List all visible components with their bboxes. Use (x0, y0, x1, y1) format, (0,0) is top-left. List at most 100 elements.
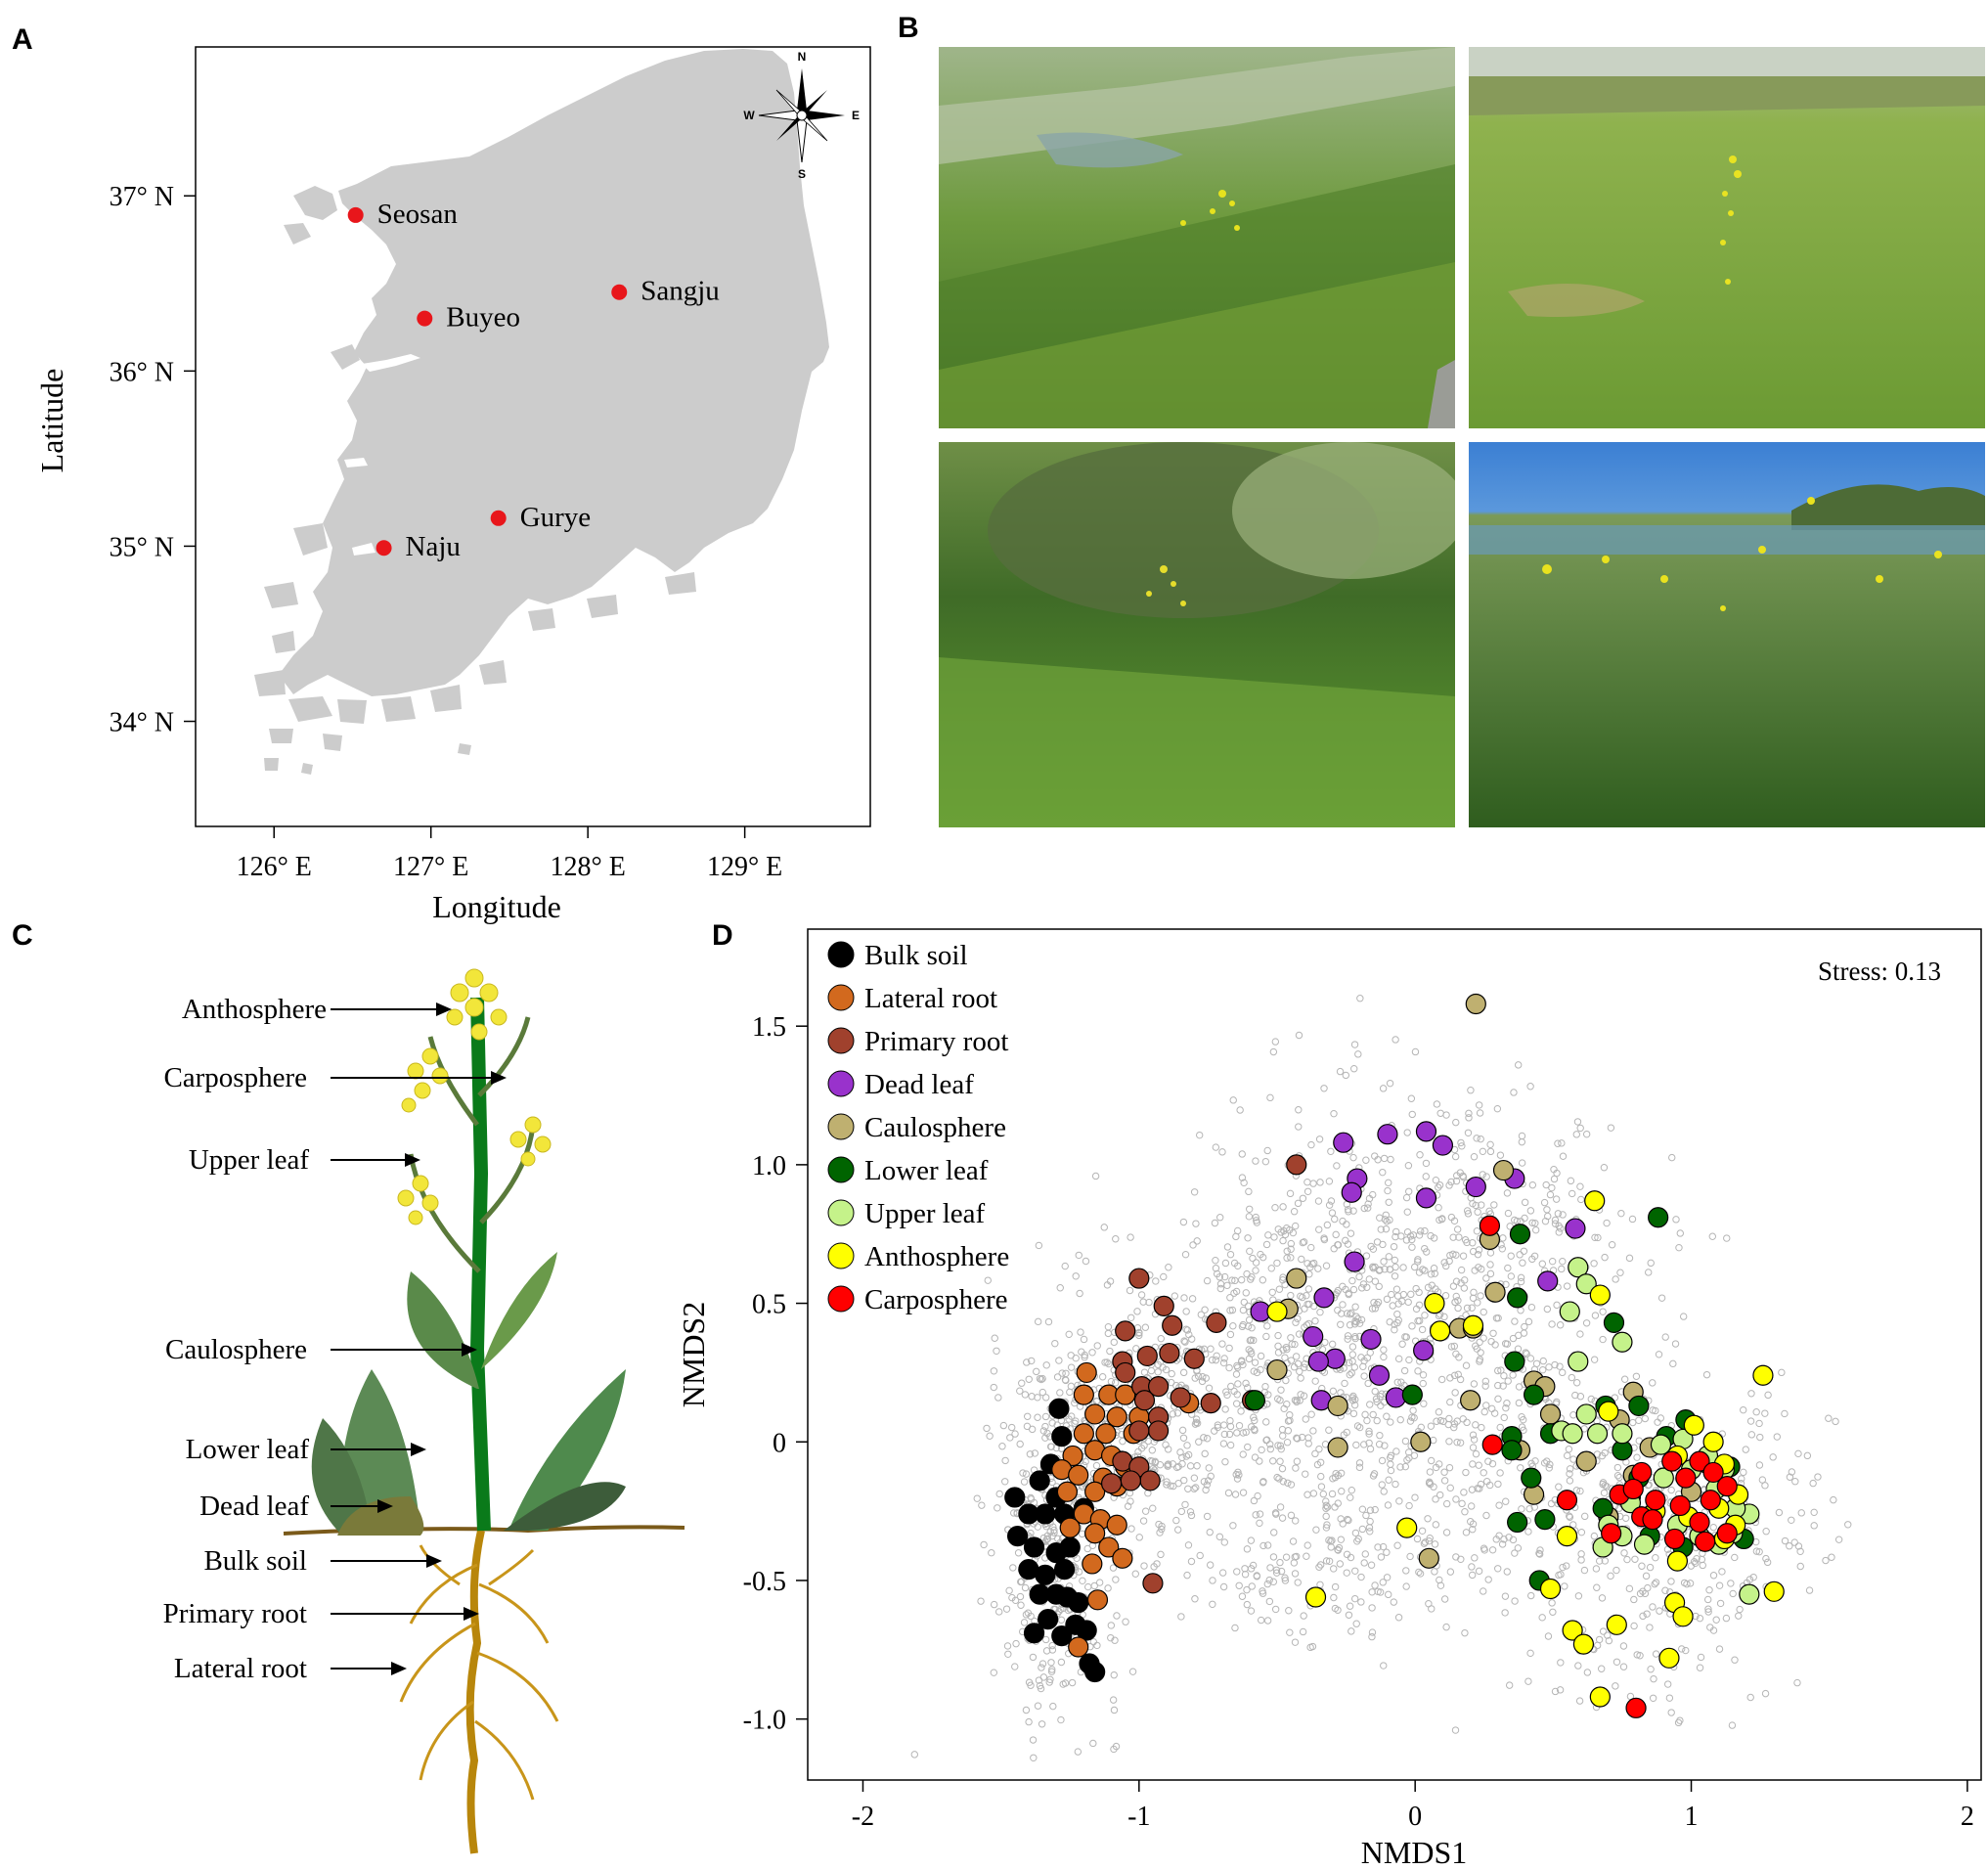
background-point (1261, 1315, 1269, 1324)
background-point (1218, 1148, 1226, 1156)
background-point (1018, 1627, 1027, 1636)
background-point (1024, 1634, 1032, 1643)
background-point (1111, 1393, 1120, 1401)
point-primary-root (1112, 1450, 1133, 1472)
background-point (1415, 1288, 1423, 1297)
background-point (1059, 1604, 1067, 1613)
background-point (1613, 1428, 1621, 1437)
point-carposphere (1700, 1490, 1721, 1511)
background-point (1097, 1509, 1105, 1517)
background-point (1557, 1414, 1565, 1422)
background-point (1157, 1334, 1165, 1343)
background-point (1251, 1358, 1259, 1366)
background-point (1119, 1437, 1127, 1446)
background-point (1477, 1234, 1484, 1242)
background-point (1514, 1544, 1523, 1552)
background-point (1247, 1536, 1256, 1544)
background-point (1325, 1201, 1334, 1209)
background-point (1393, 1292, 1402, 1300)
background-point (1200, 1434, 1208, 1442)
background-point (1645, 1397, 1653, 1404)
background-point (1348, 1397, 1357, 1404)
background-point (1244, 1302, 1253, 1311)
point-lateral-root (1112, 1547, 1133, 1569)
background-point (1309, 1180, 1317, 1187)
background-point (1263, 1146, 1271, 1155)
background-point (1299, 1269, 1306, 1276)
arrow-head-icon (426, 1554, 442, 1568)
background-point (1032, 1543, 1039, 1551)
background-point (1625, 1584, 1634, 1593)
background-point (1453, 1172, 1461, 1180)
background-point (1259, 1541, 1267, 1550)
background-point (1248, 1273, 1256, 1281)
background-point (1570, 1527, 1579, 1535)
background-point (1180, 1337, 1188, 1345)
background-point (1649, 1694, 1657, 1702)
background-point (1535, 1549, 1543, 1557)
background-point (1368, 1305, 1377, 1313)
background-point (1225, 1430, 1234, 1439)
background-point (1141, 1507, 1150, 1515)
background-point (1830, 1495, 1837, 1504)
background-point (1451, 1389, 1459, 1397)
background-point (1720, 1548, 1728, 1556)
background-point (991, 1334, 998, 1342)
background-point (1112, 1391, 1121, 1400)
background-point (1249, 1561, 1258, 1570)
background-point (1059, 1535, 1067, 1542)
background-point (1263, 1580, 1271, 1588)
background-point (1286, 1411, 1294, 1419)
background-point (1363, 1416, 1371, 1425)
background-point (1164, 1461, 1171, 1469)
background-point (1225, 1363, 1233, 1372)
background-point (1410, 1263, 1419, 1271)
background-point (1450, 1217, 1459, 1225)
background-point (1245, 1346, 1253, 1354)
background-point (1078, 1372, 1086, 1380)
background-point (1272, 1569, 1281, 1577)
background-point (1414, 1427, 1423, 1436)
background-point (1174, 1462, 1182, 1471)
background-point (1314, 1330, 1323, 1338)
background-point (1467, 1194, 1475, 1202)
background-point (1538, 1260, 1547, 1268)
background-point (1762, 1582, 1770, 1591)
background-point (1630, 1444, 1638, 1451)
background-point (1269, 1364, 1277, 1372)
background-point (1676, 1229, 1684, 1237)
background-point (1442, 1529, 1451, 1536)
point-upper-leaf (1722, 1523, 1744, 1544)
background-point (1405, 1448, 1413, 1456)
background-point (1697, 1653, 1705, 1662)
background-point (1126, 1549, 1133, 1557)
point-carposphere (1663, 1528, 1686, 1550)
background-point (1683, 1580, 1691, 1588)
background-point (1473, 1135, 1480, 1142)
point-carposphere (1625, 1697, 1647, 1718)
background-point (1519, 1365, 1527, 1373)
background-point (1428, 1605, 1436, 1613)
point-primary-root (1133, 1390, 1156, 1411)
background-point (1289, 1537, 1298, 1545)
background-point (986, 1432, 994, 1440)
background-point (1393, 1318, 1401, 1327)
background-point (1402, 1387, 1411, 1396)
background-point (1026, 1566, 1035, 1575)
background-point (1284, 1427, 1293, 1435)
background-point (1038, 1598, 1047, 1606)
background-point (1323, 1503, 1332, 1511)
background-point (1358, 1267, 1366, 1274)
background-point (1635, 1540, 1644, 1549)
background-point (990, 1383, 997, 1392)
background-point (1299, 1194, 1307, 1202)
background-point (1063, 1601, 1071, 1609)
background-point (1407, 1290, 1415, 1299)
background-point (1246, 1336, 1255, 1345)
background-point (1385, 1253, 1393, 1261)
background-point (1381, 1216, 1390, 1224)
background-point (1287, 1357, 1296, 1364)
background-point (1447, 1213, 1456, 1222)
background-point (1271, 1038, 1280, 1046)
background-point (1107, 1622, 1116, 1629)
